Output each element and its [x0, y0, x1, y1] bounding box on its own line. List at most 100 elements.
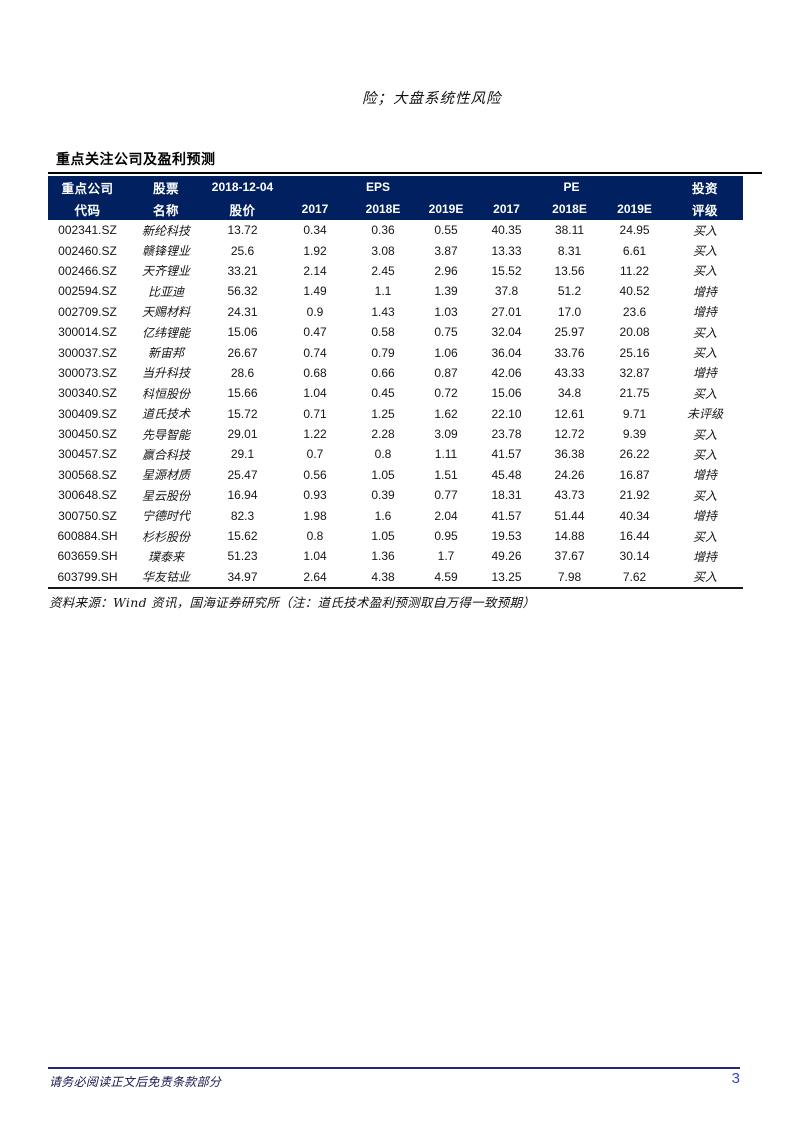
forecast-table-container: 重点公司 股票 2018-12-04 EPS PE 投资 代码 名称 股价 2017 2018E 20…: [48, 176, 744, 590]
cell-rating: 增持: [693, 509, 718, 524]
cell-pe-2017: 40.35: [491, 223, 522, 238]
cell-pe-2017: 41.57: [491, 447, 522, 462]
cell-stock-name: 杉杉股份: [141, 529, 190, 544]
cell-price: 51.23: [227, 549, 258, 564]
cell-eps-2019e: 1.62: [434, 406, 458, 421]
cell-pe-2017: 15.52: [491, 263, 522, 278]
cell-pe-2018e: 8.31: [557, 243, 582, 258]
header-cell: 2017: [280, 198, 350, 220]
cell-pe-2018e: 37.67: [554, 549, 585, 564]
page-number: 3: [731, 1070, 740, 1087]
cell-eps-2019e: 2.96: [434, 263, 458, 278]
table-row: 300648.SZ 星云股份 16.94 0.93 0.39 0.77 18.31 43.73…: [48, 485, 743, 505]
cell-eps-2017: 2.64: [303, 569, 327, 584]
cell-pe-2017: 37.8: [494, 284, 519, 299]
cell-pe-2019e: 16.87: [619, 467, 650, 482]
cell-rating: 增持: [693, 305, 718, 320]
cell-stock-name: 比亚迪: [147, 284, 184, 299]
header-row-2: 代码 名称 股价 2017 2018E 2019E 2017 2018E 2019E 评级: [48, 198, 744, 220]
cell-pe-2017: 41.57: [491, 508, 522, 523]
cell-price: 13.72: [227, 223, 258, 238]
cell-eps-2018e: 2.45: [371, 263, 395, 278]
cell-eps-2017: 1.92: [303, 243, 327, 258]
cell-price: 25.47: [227, 467, 258, 482]
cell-stock-code: 002341.SZ: [58, 223, 117, 238]
table-row: 002466.SZ 天齐锂业 33.21 2.14 2.45 2.96 15.52 13.56…: [48, 261, 743, 281]
cell-pe-2019e: 21.92: [619, 488, 650, 503]
header-cell: 2018E: [350, 198, 416, 220]
section-title-rule: 重点关注公司及盈利预测: [48, 149, 762, 174]
cell-price: 34.97: [227, 569, 258, 584]
cell-stock-code: 002709.SZ: [58, 304, 117, 319]
cell-rating: 增持: [693, 468, 718, 483]
cell-pe-2018e: 14.88: [554, 529, 585, 544]
cell-rating: 买入: [693, 427, 718, 442]
cell-stock-code: 300409.SZ: [58, 406, 117, 421]
cell-eps-2019e: 1.06: [434, 345, 458, 360]
cell-stock-name: 华友钴业: [141, 570, 190, 585]
table-row: 300014.SZ 亿纬锂能 15.06 0.47 0.58 0.75 32.04 25.97…: [48, 322, 743, 342]
cell-pe-2018e: 33.76: [554, 345, 585, 360]
cell-stock-name: 先导智能: [141, 427, 190, 442]
table-row: 300037.SZ 新宙邦 26.67 0.74 0.79 1.06 36.04 33.76 2…: [48, 342, 743, 362]
table-row: 002341.SZ 新纶科技 13.72 0.34 0.36 0.55 40.35 38.11…: [48, 220, 743, 240]
source-note: 资料来源：Wind 资讯，国海证券研究所（注：道氏技术盈利预测取自万得一致预期）: [49, 595, 536, 610]
cell-pe-2017: 49.26: [491, 549, 522, 564]
cell-price: 26.67: [227, 345, 258, 360]
cell-stock-name: 星源材质: [141, 468, 190, 483]
cell-stock-name: 科恒股份: [141, 386, 190, 401]
table-row: 300340.SZ 科恒股份 15.66 1.04 0.45 0.72 15.06 34.8 2…: [48, 383, 743, 403]
cell-eps-2019e: 1.11: [434, 447, 458, 462]
table-row: 300409.SZ 道氏技术 15.72 0.71 1.25 1.62 22.10 12.61…: [48, 404, 743, 424]
cell-eps-2018e: 1.05: [371, 529, 395, 544]
cell-pe-2018e: 51.44: [554, 508, 585, 523]
cell-stock-code: 300037.SZ: [58, 345, 117, 360]
cell-eps-2017: 0.74: [303, 345, 327, 360]
cell-pe-2018e: 12.72: [554, 427, 585, 442]
cell-pe-2019e: 21.75: [619, 386, 650, 401]
cell-eps-2017: 0.7: [306, 447, 324, 462]
cell-pe-2019e: 6.61: [622, 243, 647, 258]
cell-rating: 买入: [693, 386, 718, 401]
cell-pe-2018e: 43.33: [554, 365, 585, 380]
cell-eps-2018e: 0.66: [371, 365, 395, 380]
cell-stock-name: 当升科技: [141, 366, 190, 381]
cell-pe-2019e: 40.52: [619, 284, 650, 299]
footer-rule: [48, 1067, 740, 1069]
cell-stock-code: 300073.SZ: [58, 365, 117, 380]
cell-pe-2019e: 23.6: [622, 304, 647, 319]
header-cell: 名称: [127, 198, 205, 220]
header-cell: 2018-12-04: [205, 176, 280, 198]
header-cell: 2019E: [602, 198, 668, 220]
cell-rating: 买入: [693, 488, 718, 503]
cell-pe-2017: 23.78: [491, 427, 522, 442]
cell-pe-2019e: 26.22: [619, 447, 650, 462]
cell-price: 15.72: [227, 406, 258, 421]
cell-pe-2017: 36.04: [491, 345, 522, 360]
cell-price: 33.21: [227, 263, 258, 278]
cell-price: 24.31: [227, 304, 258, 319]
cell-eps-2018e: 1.25: [371, 406, 395, 421]
cell-stock-name: 赣锋锂业: [141, 244, 190, 259]
cell-eps-2017: 0.9: [306, 304, 324, 319]
cell-price: 29.1: [230, 447, 255, 462]
cell-pe-2019e: 9.71: [622, 406, 647, 421]
cell-pe-2017: 42.06: [491, 365, 522, 380]
cell-pe-2019e: 11.22: [619, 263, 650, 278]
cell-eps-2017: 1.49: [303, 284, 327, 299]
table-row: 603799.SH 华友钴业 34.97 2.64 4.38 4.59 13.25 7.98 7…: [48, 567, 743, 588]
cell-eps-2019e: 1.51: [434, 467, 458, 482]
cell-pe-2018e: 38.11: [554, 223, 585, 238]
cell-pe-2017: 22.10: [491, 406, 522, 421]
cell-rating: 未评级: [687, 407, 724, 422]
cell-eps-2019e: 0.77: [434, 488, 458, 503]
header-cell: 评级: [667, 198, 744, 220]
cell-stock-code: 300457.SZ: [58, 447, 117, 462]
cell-stock-name: 宁德时代: [141, 509, 190, 524]
cell-stock-code: 300340.SZ: [58, 386, 117, 401]
cell-price: 15.06: [227, 325, 258, 340]
cell-eps-2018e: 1.1: [374, 284, 392, 299]
table-row: 300073.SZ 当升科技 28.6 0.68 0.66 0.87 42.06 43.33 3…: [48, 363, 743, 383]
cell-eps-2017: 0.93: [303, 488, 327, 503]
cell-price: 16.94: [227, 488, 258, 503]
